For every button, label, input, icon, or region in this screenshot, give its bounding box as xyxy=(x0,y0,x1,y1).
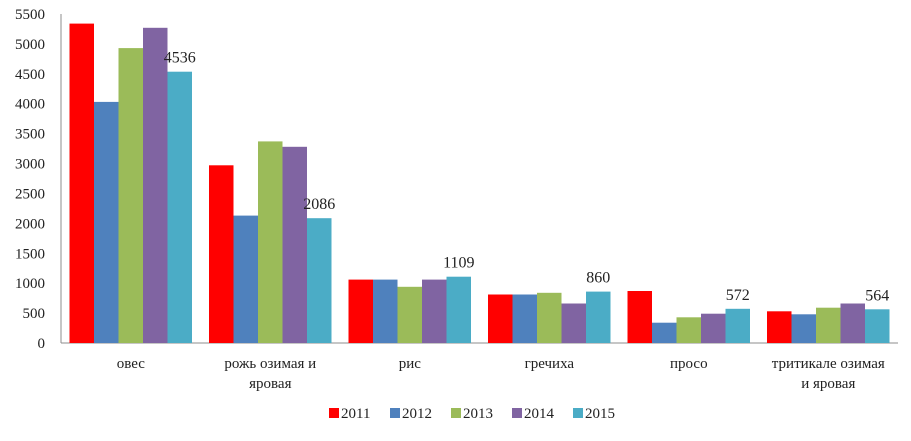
bar-2014-6 xyxy=(840,303,865,343)
bar-2013-3 xyxy=(397,286,422,343)
legend-label: 2012 xyxy=(402,406,432,422)
bar-2014-2 xyxy=(282,146,307,343)
data-label: 1109 xyxy=(443,255,474,272)
y-tick-label: 2000 xyxy=(15,216,45,232)
category-label: рис xyxy=(399,356,422,372)
bar-2015-1 xyxy=(167,71,192,343)
bar-2012-2 xyxy=(233,215,258,343)
legend-label: 2015 xyxy=(585,406,615,422)
bar-2012-3 xyxy=(373,279,398,343)
category-label: яровая xyxy=(249,376,291,392)
bar-2012-5 xyxy=(652,322,677,343)
legend-swatch-2012 xyxy=(390,408,400,418)
bars xyxy=(69,23,890,344)
bar-2014-1 xyxy=(143,27,168,344)
y-tick-label: 500 xyxy=(23,306,46,322)
category-label: и яровая xyxy=(801,376,855,392)
bar-2013-5 xyxy=(676,317,701,343)
y-tick-label: 0 xyxy=(38,336,46,352)
bar-2012-4 xyxy=(512,294,537,343)
bar-2011-6 xyxy=(767,311,792,343)
y-tick-label: 1500 xyxy=(15,246,45,262)
bar-2015-3 xyxy=(446,276,471,343)
bar-2015-2 xyxy=(307,218,332,343)
data-label: 564 xyxy=(865,287,889,304)
bar-2011-1 xyxy=(69,23,94,343)
bar-2012-1 xyxy=(94,101,119,344)
bar-2015-4 xyxy=(586,291,611,343)
category-label: гречиха xyxy=(525,356,575,372)
bar-2014-5 xyxy=(701,313,726,343)
bar-2011-4 xyxy=(488,294,513,343)
legend-swatch-2014 xyxy=(512,408,522,418)
y-tick-label: 4500 xyxy=(15,67,45,83)
legend: 2011 2012 2013 2014 2015 xyxy=(329,406,615,422)
data-label: 860 xyxy=(586,270,610,287)
y-tick-label: 5500 xyxy=(15,7,45,23)
y-tick-labels: 0 500 1000 1500 2000 2500 3000 3500 4000 4500 5000… xyxy=(15,7,45,352)
bar-2015-5 xyxy=(725,308,750,343)
category-labels: овес рожь озимая и яровая рис гречиха просо тр… xyxy=(117,356,885,392)
bar-2011-3 xyxy=(348,279,373,343)
legend-label: 2013 xyxy=(463,406,493,422)
category-label: рожь озимая и xyxy=(224,356,316,372)
bar-2014-4 xyxy=(561,303,586,343)
axes xyxy=(60,14,898,344)
legend-swatch-2013 xyxy=(451,408,461,418)
bar-2012-6 xyxy=(791,314,816,343)
legend-label: 2011 xyxy=(341,406,370,422)
y-tick-label: 3500 xyxy=(15,127,45,143)
legend-swatch-2011 xyxy=(329,408,339,418)
bar-2014-3 xyxy=(422,279,447,343)
bar-2015-6 xyxy=(865,309,890,343)
y-tick-label: 3000 xyxy=(15,157,45,173)
legend-label: 2014 xyxy=(524,406,555,422)
y-tick-label: 1000 xyxy=(15,276,45,292)
data-label: 572 xyxy=(726,287,750,304)
bar-2013-4 xyxy=(537,292,562,343)
category-label: просо xyxy=(670,356,708,372)
bar-2013-2 xyxy=(258,141,283,343)
bar-2011-2 xyxy=(209,165,234,343)
data-labels: 4536 2086 1109 860 572 564 xyxy=(164,50,889,305)
y-tick-label: 5000 xyxy=(15,37,45,53)
data-label: 2086 xyxy=(303,196,335,213)
legend-swatch-2015 xyxy=(573,408,583,418)
y-tick-label: 2500 xyxy=(15,186,45,202)
category-label: тритикале озимая xyxy=(772,356,885,372)
bar-2013-6 xyxy=(816,307,841,343)
category-label: овес xyxy=(117,356,146,372)
data-label: 4536 xyxy=(164,50,196,67)
bar-2011-5 xyxy=(627,291,652,343)
y-tick-label: 4000 xyxy=(15,97,45,113)
bar-2013-1 xyxy=(118,48,143,343)
